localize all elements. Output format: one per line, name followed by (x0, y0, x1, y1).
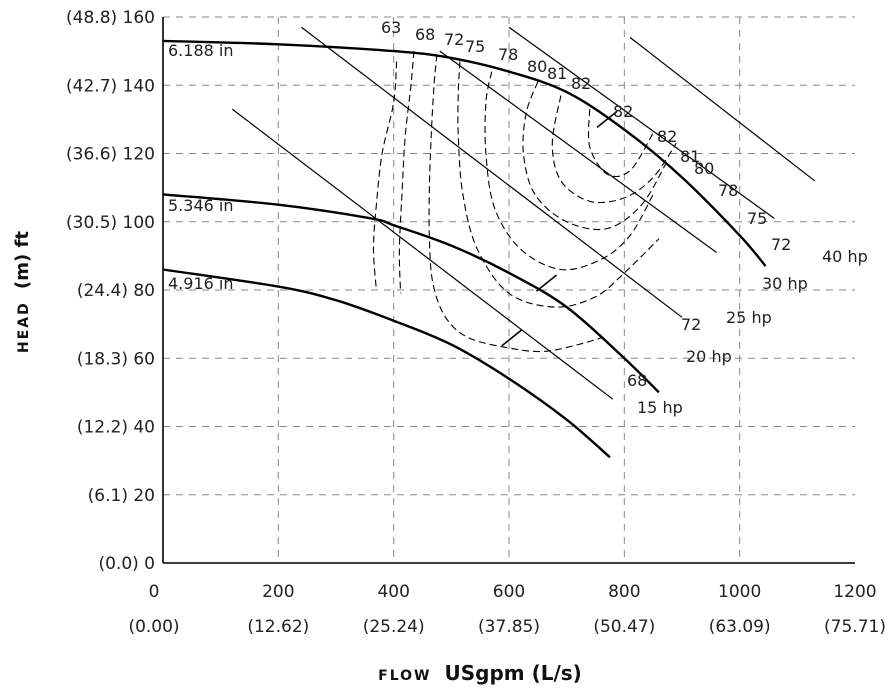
y-tick-label: (18.3) 60 (77, 349, 155, 369)
power-line (301, 26, 683, 318)
curve-layer (162, 26, 816, 459)
impeller-curve (162, 193, 660, 394)
x-tick-label-metric: (37.85) (478, 617, 540, 637)
impeller-label: 5.346 in (168, 196, 233, 215)
efficiency-label: 72 (681, 315, 701, 334)
bep-tick-mark (596, 110, 618, 128)
power-label: 15 hp (637, 398, 683, 417)
y-tick-label: (36.6) 120 (66, 145, 155, 165)
efficiency-contour (428, 54, 602, 353)
efficiency-contour (372, 61, 398, 291)
y-tick-label: (6.1) 20 (88, 486, 155, 506)
power-line (508, 26, 775, 219)
grid-lines (163, 16, 855, 563)
efficiency-label: 68 (415, 25, 435, 44)
power-label: 25 hp (726, 308, 772, 327)
y-tick-label: (12.2) 40 (77, 418, 155, 438)
power-label: 40 hp (822, 247, 868, 266)
efficiency-label: 82 (571, 74, 591, 93)
power-label: 20 hp (686, 347, 732, 366)
svg-text:HEAD (m) ft: HEAD (m) ft (12, 231, 33, 353)
efficiency-label: 78 (718, 181, 738, 200)
x-tick-label: 1200 (833, 582, 876, 602)
x-tick-label: 400 (377, 582, 409, 602)
x-tick-label-metric: (12.62) (247, 617, 309, 637)
efficiency-contour (484, 71, 654, 271)
efficiency-label: 68 (627, 371, 647, 390)
x-tick-label: 800 (608, 582, 640, 602)
y-tick-label: (42.7) 140 (66, 76, 155, 96)
x-tick-label-metric: (0.00) (128, 617, 179, 637)
efficiency-contour (398, 51, 415, 294)
x-tick-label-metric: (63.09) (709, 617, 771, 637)
efficiency-label: 82 (657, 127, 677, 146)
efficiency-contour (551, 95, 677, 204)
efficiency-label: 72 (444, 30, 464, 49)
bep-tick-mark (501, 329, 523, 347)
efficiency-label: 72 (771, 235, 791, 254)
efficiency-label: 63 (381, 18, 401, 37)
efficiency-contour (457, 61, 660, 308)
efficiency-label: 75 (747, 209, 767, 228)
x-tick-label: 1000 (718, 582, 761, 602)
y-axis-label-unit: (m) ft (12, 231, 33, 289)
x-tick-label: 600 (493, 582, 525, 602)
efficiency-label: 81 (547, 64, 567, 83)
y-tick-label: (0.0) 0 (98, 554, 155, 574)
efficiency-contour (587, 109, 654, 178)
impeller-curve (162, 268, 611, 459)
label-layer: (0.0) 0 (6.1) 20 (12.2) 40 (18.3) 60 (24.4) … (66, 8, 886, 637)
x-axis-label-unit: USgpm (L/s) (444, 661, 581, 685)
x-tick-label-metric: (25.24) (363, 617, 425, 637)
bep-tick-mark (535, 274, 557, 292)
impeller-label: 4.916 in (168, 274, 233, 293)
x-tick-label: 0 (149, 582, 160, 602)
efficiency-label: 80 (694, 159, 714, 178)
efficiency-label: 80 (527, 57, 547, 76)
y-tick-label: (48.8) 160 (66, 8, 155, 28)
power-line (439, 50, 717, 253)
svg-text:FLOW USgpm (L/s): FLOW USgpm (L/s) (378, 661, 582, 685)
efficiency-label: 82 (613, 102, 633, 121)
y-axis-label: HEAD (m) ft (12, 231, 33, 353)
efficiency-contour (522, 81, 669, 231)
y-axis-label-prefix: HEAD (16, 301, 32, 353)
efficiency-label: 81 (680, 147, 700, 166)
power-label: 30 hp (762, 274, 808, 293)
x-axis-label: FLOW USgpm (L/s) (378, 661, 582, 685)
x-axis-label-prefix: FLOW (378, 668, 431, 684)
efficiency-label: 78 (498, 45, 518, 64)
impeller-curve (162, 39, 767, 267)
x-tick-label-metric: (50.47) (593, 617, 655, 637)
x-tick-label: 200 (262, 582, 294, 602)
impeller-label: 6.188 in (168, 41, 233, 60)
y-tick-label: (30.5) 100 (66, 213, 155, 233)
y-tick-label: (24.4) 80 (77, 281, 155, 301)
power-line (231, 108, 614, 400)
efficiency-label: 75 (465, 37, 485, 56)
power-line (629, 37, 816, 182)
x-tick-label-metric: (75.71) (824, 617, 886, 637)
